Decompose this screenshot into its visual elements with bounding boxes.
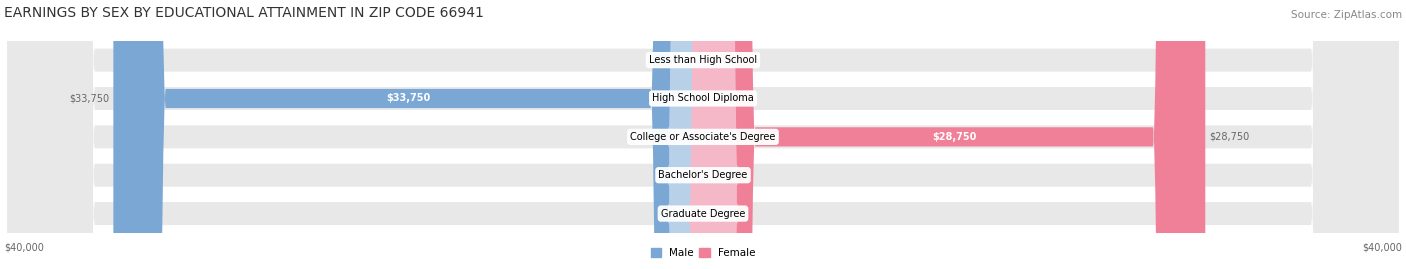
FancyBboxPatch shape [668, 0, 717, 269]
Text: $28,750: $28,750 [932, 132, 976, 142]
Text: $28,750: $28,750 [1209, 132, 1249, 142]
FancyBboxPatch shape [7, 0, 1399, 269]
FancyBboxPatch shape [668, 0, 717, 269]
FancyBboxPatch shape [689, 0, 738, 269]
Text: Bachelor's Degree: Bachelor's Degree [658, 170, 748, 180]
Text: College or Associate's Degree: College or Associate's Degree [630, 132, 776, 142]
FancyBboxPatch shape [7, 0, 1399, 269]
Text: $0: $0 [727, 55, 740, 65]
FancyBboxPatch shape [7, 0, 1399, 269]
Text: $0: $0 [727, 94, 740, 104]
FancyBboxPatch shape [668, 0, 717, 269]
Legend: Male, Female: Male, Female [647, 243, 759, 262]
FancyBboxPatch shape [689, 0, 738, 269]
Text: $33,750: $33,750 [70, 94, 110, 104]
FancyBboxPatch shape [703, 0, 1205, 269]
Text: Graduate Degree: Graduate Degree [661, 208, 745, 219]
Text: $40,000: $40,000 [4, 242, 44, 252]
Text: $0: $0 [666, 170, 679, 180]
Text: $0: $0 [666, 132, 679, 142]
Text: $0: $0 [666, 55, 679, 65]
FancyBboxPatch shape [7, 0, 1399, 269]
Text: $40,000: $40,000 [1362, 242, 1402, 252]
Text: $33,750: $33,750 [387, 94, 430, 104]
Text: $0: $0 [727, 170, 740, 180]
FancyBboxPatch shape [668, 0, 717, 269]
FancyBboxPatch shape [689, 0, 738, 269]
Text: $0: $0 [666, 208, 679, 219]
Text: $0: $0 [727, 208, 740, 219]
FancyBboxPatch shape [114, 0, 703, 269]
Text: Source: ZipAtlas.com: Source: ZipAtlas.com [1291, 10, 1402, 20]
Text: High School Diploma: High School Diploma [652, 94, 754, 104]
FancyBboxPatch shape [689, 0, 738, 269]
FancyBboxPatch shape [7, 0, 1399, 269]
Text: Less than High School: Less than High School [650, 55, 756, 65]
Text: EARNINGS BY SEX BY EDUCATIONAL ATTAINMENT IN ZIP CODE 66941: EARNINGS BY SEX BY EDUCATIONAL ATTAINMEN… [4, 6, 484, 20]
